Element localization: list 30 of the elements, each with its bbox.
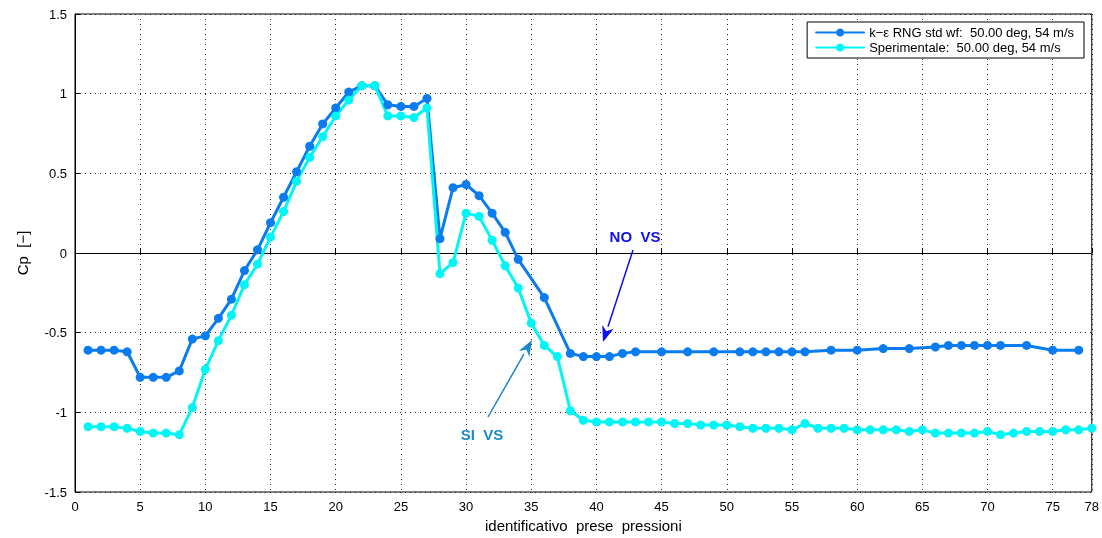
x-tick-label: 30 xyxy=(458,499,474,514)
y-tick-label: 1.5 xyxy=(48,6,67,22)
x-tick-label: 5 xyxy=(136,499,144,514)
x-tick-label: 25 xyxy=(393,499,409,514)
y-tick-label: -0.5 xyxy=(44,325,67,341)
x-tick-label: 65 xyxy=(915,499,930,514)
x-tick-label: 40 xyxy=(589,499,604,514)
x-tick-label: 0 xyxy=(71,499,79,514)
x-tick-label: 45 xyxy=(654,499,669,514)
annotation: SI VS xyxy=(460,426,504,443)
x-tick-label: 20 xyxy=(328,499,343,514)
annotation: NO VS xyxy=(609,228,661,245)
legend-label: Sperimentale: 50.00 deg, 54 m/s xyxy=(869,40,1062,55)
x-tick-label: 35 xyxy=(524,499,539,514)
x-tick-label: 60 xyxy=(849,499,865,514)
y-tick-label: -1.5 xyxy=(44,484,67,500)
x-tick-label: 78 xyxy=(1084,499,1099,514)
x-tick-label: 75 xyxy=(1045,499,1060,514)
x-tick-label: 70 xyxy=(980,499,995,514)
x-tick-label: 15 xyxy=(263,499,278,514)
x-axis-title: identificativo prese pressioni xyxy=(485,516,682,534)
x-tick-label: 55 xyxy=(784,499,800,514)
y-tick-label: 1 xyxy=(59,86,67,102)
y-tick-label: -1 xyxy=(55,404,67,420)
x-tick-label: 50 xyxy=(719,499,735,514)
y-tick-label: 0.5 xyxy=(48,165,67,181)
y-tick-label: 0 xyxy=(59,245,67,261)
x-tick-label: 10 xyxy=(198,499,213,514)
y-axis-title: Cp [−] xyxy=(14,230,31,276)
legend-label: k−ε RNG std wf: 50.00 deg, 54 m/s xyxy=(869,25,1075,40)
